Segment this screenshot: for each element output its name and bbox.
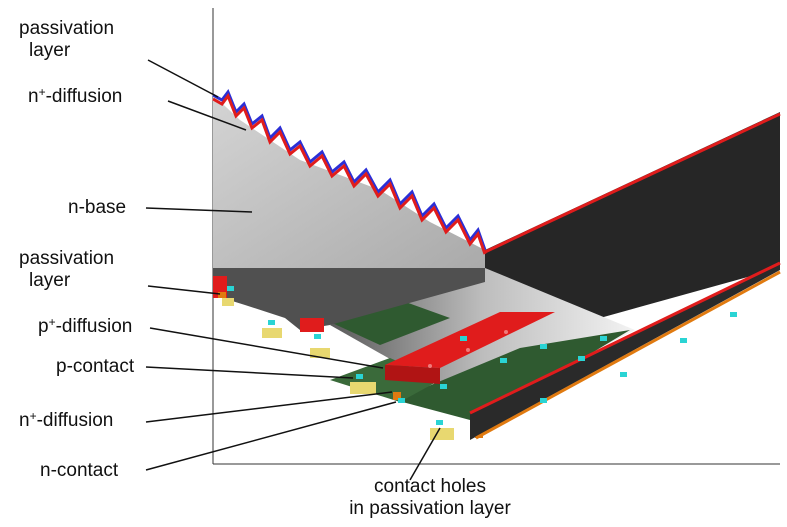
contact-hole [440, 384, 447, 389]
right-bottom-edge [470, 262, 780, 440]
contact-hole [436, 420, 443, 425]
ridge-dot [428, 364, 432, 368]
right-edge-red [469, 261, 781, 415]
leader-p-plus [149, 327, 384, 369]
leader-passivation-top [147, 59, 219, 98]
label-text: n [28, 86, 39, 107]
label-line: passivation [19, 18, 115, 39]
label-text: n [19, 410, 30, 431]
right-edge-orange [475, 270, 781, 440]
label-text: n-contact [40, 460, 119, 481]
contact-hole [540, 398, 547, 403]
contact-hole [540, 344, 547, 349]
mid-contact-yellow-2 [310, 348, 330, 358]
n-base-face [213, 95, 485, 268]
label-passivation-layer-mid: passivation layer [19, 248, 114, 292]
contact-hole [620, 372, 627, 377]
leader-p-contact [145, 366, 354, 379]
n-contact-yellow-front [350, 382, 376, 394]
ridge-dots [428, 330, 508, 368]
label-n-base: n-base [68, 197, 126, 219]
label-superscript: + [38, 85, 46, 99]
leader-lines [145, 59, 441, 481]
leader-n-contact [145, 401, 397, 471]
leader-n-plus-bottom [145, 391, 393, 423]
label-n-plus-diffusion-top: n+-diffusion [28, 86, 122, 108]
label-text: p [38, 316, 49, 337]
ridge-dot [504, 330, 508, 334]
contact-hole [680, 338, 687, 343]
label-superscript: + [48, 315, 56, 329]
n-diffusion-region-2 [395, 330, 630, 420]
n-plus-edge-top [212, 92, 487, 255]
base-front-edge [213, 268, 485, 330]
contact-hole [268, 320, 275, 325]
left-contact-orange [218, 292, 226, 298]
p-diffusion-ridge-1 [385, 312, 555, 368]
label-text: p-contact [56, 356, 135, 377]
label-line: in passivation layer [349, 498, 511, 519]
ridge-dot [466, 348, 470, 352]
n-diffusion-region-1 [330, 300, 450, 345]
dark-side-face [485, 112, 780, 350]
contact-hole [578, 356, 585, 361]
leader-contact-holes [409, 427, 441, 481]
contact-holes [227, 286, 737, 425]
label-text: -diffusion [45, 86, 123, 107]
label-contact-holes: contact holes in passivation layer [320, 476, 540, 520]
contact-hole [600, 336, 607, 341]
label-p-plus-diffusion: p+-diffusion [38, 316, 132, 338]
n-plus-edge-right [484, 112, 781, 254]
label-n-contact: n-contact [40, 460, 118, 482]
leader-passivation-mid [147, 285, 221, 295]
label-line: passivation [19, 248, 115, 269]
left-contact-yellow [222, 298, 234, 306]
label-p-contact: p-contact [56, 356, 134, 378]
label-n-plus-diffusion-bottom: n+-diffusion [19, 410, 113, 432]
label-line: layer [29, 40, 71, 61]
label-text: -diffusion [55, 316, 133, 337]
label-line: layer [29, 270, 71, 291]
n-contact-yellow-front-2 [430, 428, 454, 440]
contact-hole [730, 312, 737, 317]
contact-hole [227, 286, 234, 291]
p-diffusion-ridge-1-side [385, 365, 440, 384]
contact-hole [398, 398, 405, 403]
leader-n-base [145, 207, 253, 213]
leader-n-plus-top [167, 100, 247, 131]
contact-hole [314, 334, 321, 339]
contact-hole [460, 336, 467, 341]
n-contact-orange-front [393, 392, 401, 400]
mid-p-diffusion-red [300, 318, 324, 332]
label-superscript: + [29, 409, 37, 423]
contact-hole [356, 374, 363, 379]
label-text: -diffusion [36, 410, 114, 431]
label-line: contact holes [374, 476, 486, 497]
label-text: n-base [68, 197, 127, 218]
contact-hole [500, 358, 507, 363]
mid-contact-yellow [262, 328, 282, 338]
label-passivation-layer-top: passivation layer [19, 18, 114, 62]
